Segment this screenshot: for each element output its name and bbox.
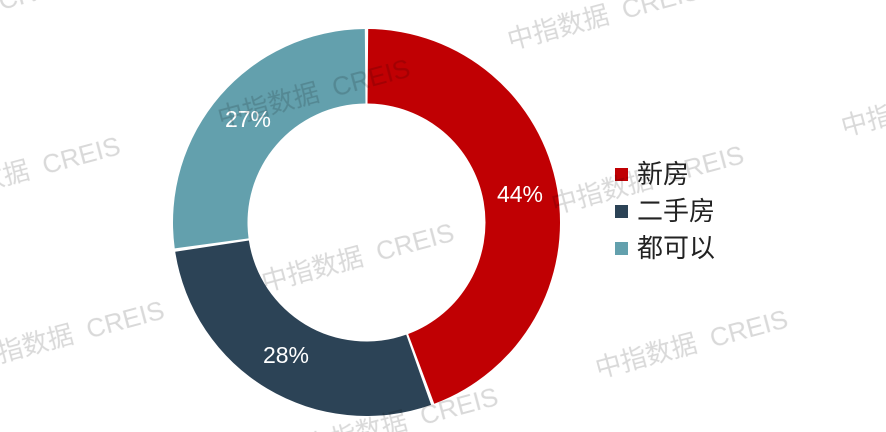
svg-text:28%: 28% xyxy=(263,342,309,368)
svg-text:27%: 27% xyxy=(225,106,271,132)
svg-text:44%: 44% xyxy=(497,181,543,207)
